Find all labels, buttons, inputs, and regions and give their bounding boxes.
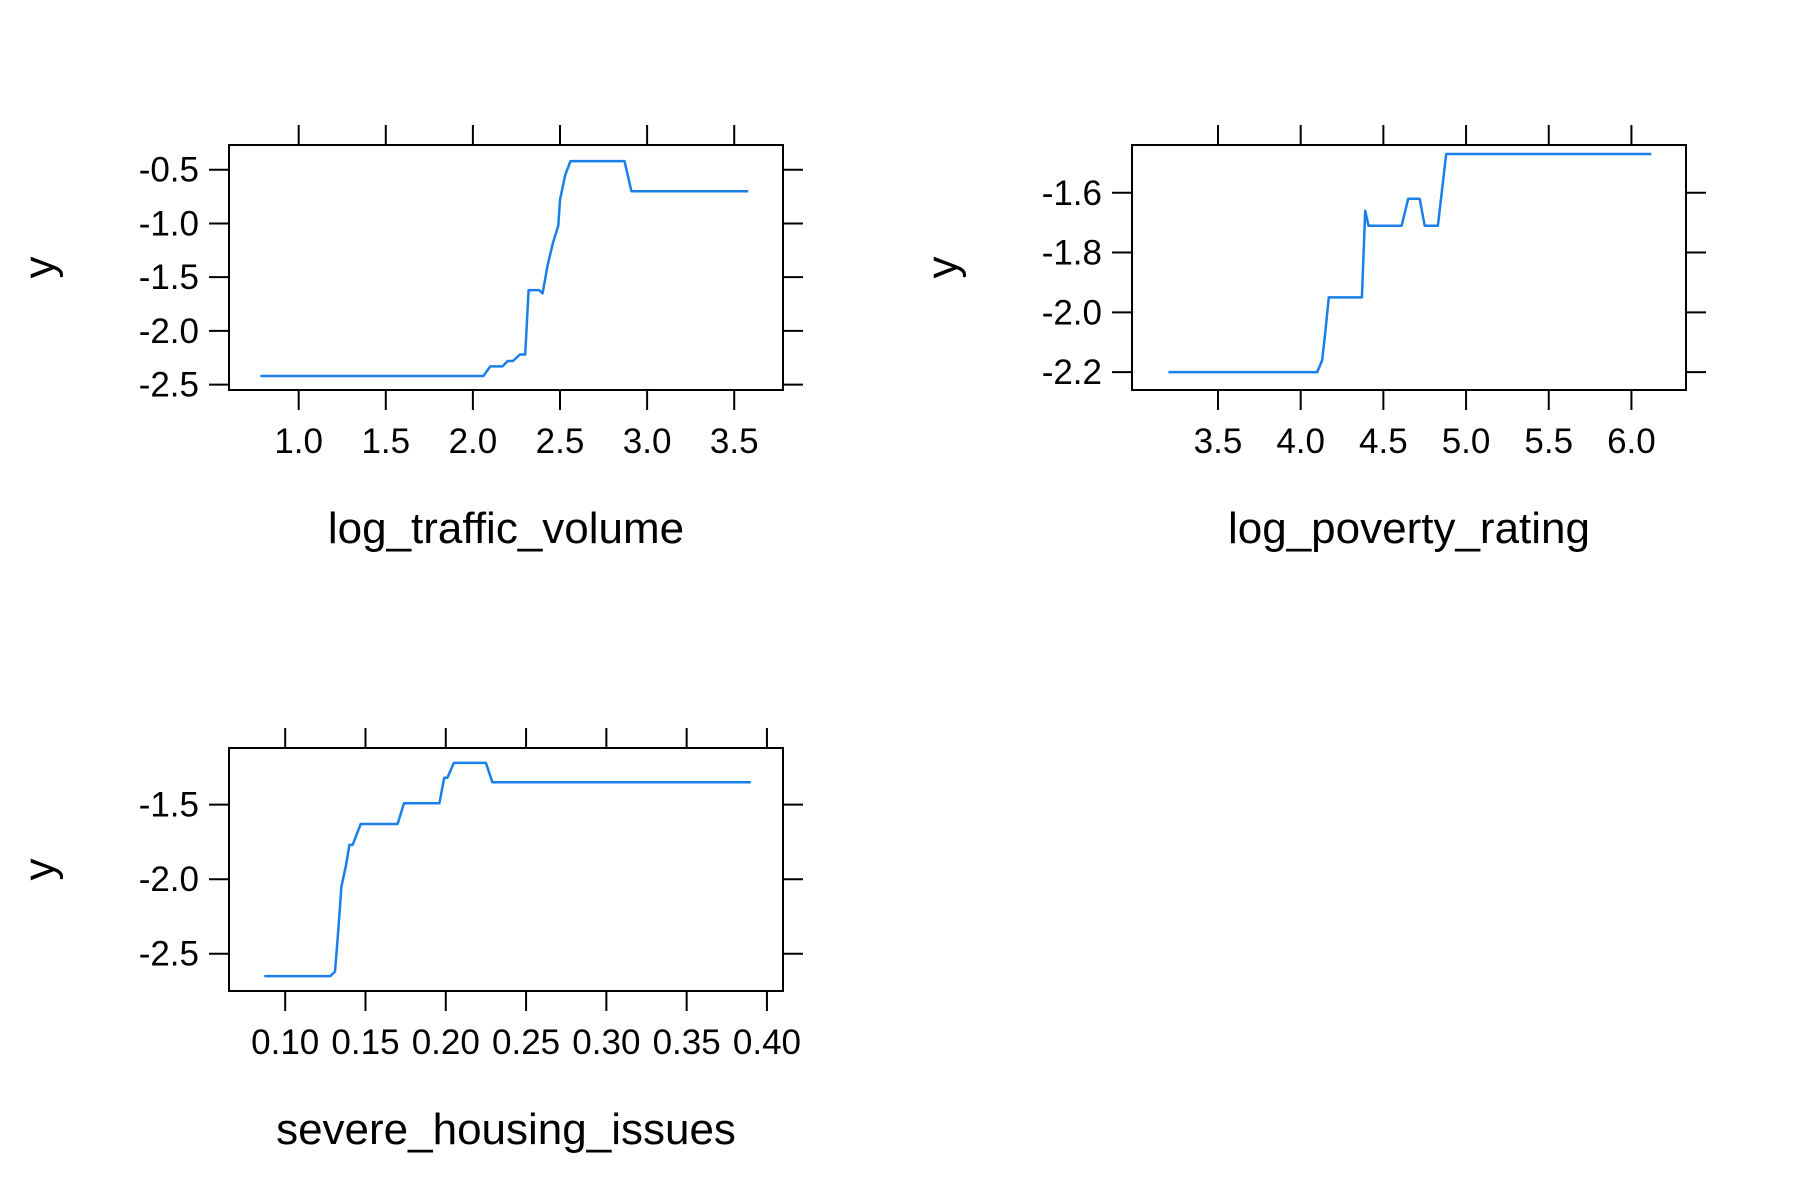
x-tick-label: 0.40 <box>733 1023 801 1062</box>
x-tick-label: 0.35 <box>653 1023 721 1062</box>
y-tick-label: -1.6 <box>1042 174 1102 213</box>
x-tick-label: 0.20 <box>412 1023 480 1062</box>
series-line-1 <box>260 159 749 378</box>
x-tick-label: 2.5 <box>536 422 585 461</box>
panel-2: 3.5 4.0 4.5 5.0 5.5 6.0 -1.6 -1.8 -2.0 -2.2 log_po… <box>918 125 1706 553</box>
x-tick-label: 0.10 <box>251 1023 319 1062</box>
y-tick-label: -2.0 <box>1042 293 1102 332</box>
y-tick-label: -2.0 <box>139 312 199 351</box>
x-tick-label: 5.0 <box>1442 422 1491 461</box>
x-axis-label: log_poverty_rating <box>1228 504 1590 553</box>
y-tick-label: -1.8 <box>1042 234 1102 273</box>
plot-frame <box>228 747 784 992</box>
x-tick-label: 3.5 <box>1194 422 1243 461</box>
panel-1: 1.0 1.5 2.0 2.5 3.0 3.5 -0.5 -1.0 -1.5 -2.0 -2.5 lo… <box>15 125 803 553</box>
y-tick-label: -1.5 <box>139 258 199 297</box>
y-tick-label: -1.5 <box>139 786 199 825</box>
x-tick-label: 3.0 <box>623 422 672 461</box>
y-tick-label: -2.5 <box>139 935 199 974</box>
x-tick-label: 4.0 <box>1276 422 1325 461</box>
x-tick-label: 5.5 <box>1524 422 1573 461</box>
x-tick-label: 4.5 <box>1359 422 1408 461</box>
y-tick-label: -0.5 <box>139 151 199 190</box>
x-tick-label: 1.5 <box>361 422 410 461</box>
y-tick-label: -1.0 <box>139 204 199 243</box>
x-tick-label: 1.0 <box>274 422 323 461</box>
y-axis-label: y <box>918 257 967 279</box>
y-tick-label: -2.5 <box>139 366 199 405</box>
x-tick-label: 6.0 <box>1607 422 1656 461</box>
x-tick-label: 2.0 <box>449 422 498 461</box>
y-tick-label: -2.0 <box>139 860 199 899</box>
plot-frame <box>1131 144 1687 391</box>
y-axis-label: y <box>15 859 64 881</box>
y-tick-label: -2.2 <box>1042 353 1102 392</box>
plot-frame <box>228 144 784 391</box>
panel-3: 0.10 0.15 0.20 0.25 0.30 0.35 0.40 -1.5 -2.0 -2.5… <box>15 728 803 1154</box>
y-axis-label: y <box>15 257 64 279</box>
series-line-1 <box>1168 152 1652 374</box>
series-line-1 <box>264 761 751 978</box>
x-tick-label: 0.15 <box>331 1023 399 1062</box>
x-tick-label: 0.30 <box>572 1023 640 1062</box>
x-tick-label: 0.25 <box>492 1023 560 1062</box>
x-tick-label: 3.5 <box>710 422 759 461</box>
x-axis-label: log_traffic_volume <box>328 504 684 553</box>
x-axis-label: severe_housing_issues <box>276 1105 736 1154</box>
